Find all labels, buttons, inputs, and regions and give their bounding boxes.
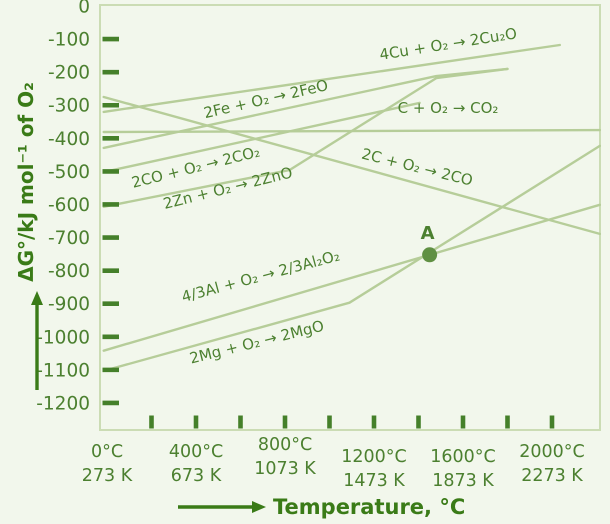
y-tick-label: -400: [48, 129, 90, 150]
x-tick-label-kelvin: 2273 K: [521, 466, 583, 486]
reaction-label-c_co2: C + O₂ → CO₂: [398, 99, 499, 117]
point-a-label: A: [421, 223, 435, 244]
x-tick-label-celsius: 1200°C: [341, 447, 407, 467]
y-tick-label: -600: [48, 195, 90, 216]
y-tick-label: -1000: [36, 327, 90, 348]
y-tick-label: -1200: [36, 393, 90, 414]
x-tick-label-kelvin: 273 K: [82, 466, 133, 486]
y-tick-label: -500: [48, 162, 90, 183]
line-al: [102, 203, 601, 352]
plot-border: [99, 4, 601, 431]
x-tick-label-celsius: 0°C: [91, 442, 123, 462]
y-tick-label: -800: [48, 261, 90, 282]
y-tick-label: 0: [78, 0, 90, 18]
y-tick-label: -700: [48, 228, 90, 249]
x-tick-label-kelvin: 1473 K: [343, 471, 405, 491]
y-tick-label: -900: [48, 294, 90, 315]
x-tick-label-kelvin: 1073 K: [254, 459, 316, 479]
x-tick-label-celsius: 800°C: [258, 435, 312, 455]
y-tick-label: -200: [48, 63, 90, 84]
x-tick-label-kelvin: 673 K: [171, 466, 222, 486]
line-cu: [102, 43, 561, 114]
y-axis-ticks: 0 -100 -200 -300 -400 -500 -600 -700 -800 -900 -10…: [36, 0, 119, 414]
point-a-marker: [422, 247, 438, 263]
x-tick-label-celsius: 400°C: [169, 442, 223, 462]
y-axis-arrow-icon: [31, 291, 43, 390]
y-axis-title: ΔG°/kJ mol⁻¹ of O₂: [14, 82, 38, 282]
x-axis-arrow-icon: [178, 501, 266, 513]
line-mg: [102, 144, 601, 373]
series-lines: [102, 43, 601, 373]
line-c_co: [102, 95, 601, 236]
line-co_co2: [102, 101, 421, 174]
x-tick-label-kelvin: 1873 K: [432, 471, 494, 491]
point-a-group: A: [421, 223, 438, 263]
x-tick-label-celsius: 1600°C: [430, 447, 496, 467]
x-tick-label-celsius: 2000°C: [519, 442, 585, 462]
line-zn: [102, 67, 509, 209]
x-axis-ticks: 0°C 273 K 400°C 673 K 800°C 1073 K 1200°C 1473 …: [82, 415, 585, 491]
y-tick-label: -100: [48, 30, 90, 51]
x-axis-title: Temperature, °C: [273, 495, 465, 519]
y-tick-label: -1100: [36, 360, 90, 381]
y-tick-label: -300: [48, 96, 90, 117]
